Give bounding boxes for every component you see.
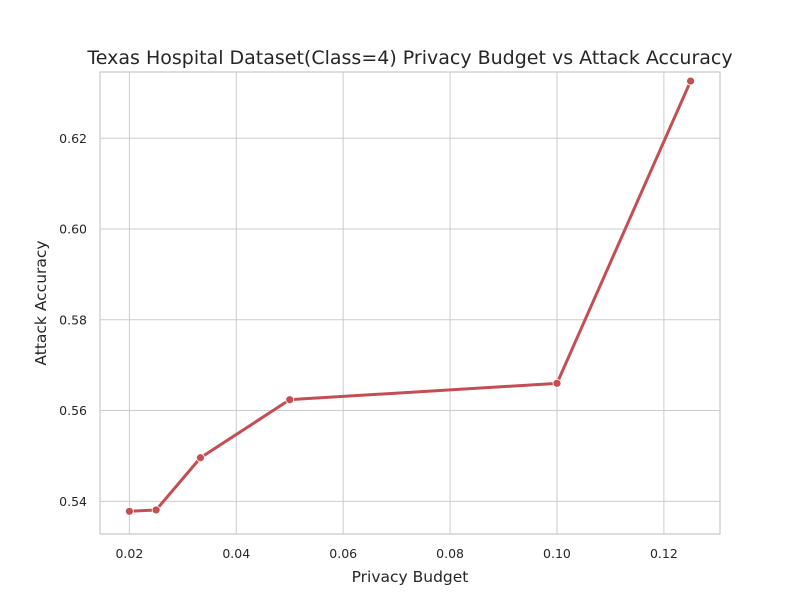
x-tick-label: 0.06 <box>329 546 357 561</box>
data-point <box>196 453 205 463</box>
chart-title: Texas Hospital Dataset(Class=4) Privacy … <box>86 47 732 69</box>
grid-lines <box>100 72 720 534</box>
x-axis-ticks: 0.02 0.04 0.06 0.08 0.10 0.12 <box>115 546 677 561</box>
y-axis-ticks: 0.54 0.56 0.58 0.60 0.62 <box>59 131 87 509</box>
x-tick-label: 0.12 <box>650 546 678 561</box>
series-group <box>124 76 696 516</box>
data-point <box>686 76 696 86</box>
data-point <box>124 506 134 516</box>
data-point <box>285 395 295 405</box>
x-tick-label: 0.02 <box>115 546 143 561</box>
x-tick-label: 0.10 <box>543 546 571 561</box>
series-line <box>127 79 693 513</box>
y-axis-label: Attack Accuracy <box>32 240 50 365</box>
x-axis-label: Privacy Budget <box>352 568 469 586</box>
data-point <box>151 505 161 515</box>
x-tick-label: 0.08 <box>436 546 464 561</box>
y-tick-label: 0.54 <box>59 494 87 509</box>
plot-frame <box>99 71 721 535</box>
data-point <box>552 378 562 388</box>
y-tick-label: 0.62 <box>59 131 87 146</box>
x-tick-label: 0.04 <box>222 546 250 561</box>
y-tick-label: 0.58 <box>59 312 87 327</box>
y-tick-label: 0.60 <box>59 222 87 237</box>
y-tick-label: 0.56 <box>59 403 87 418</box>
